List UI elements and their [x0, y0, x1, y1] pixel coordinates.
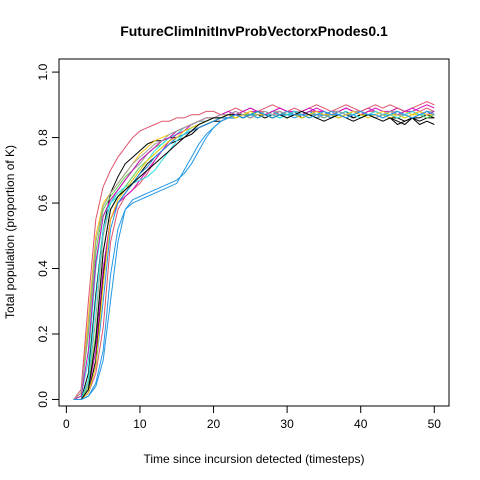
series-line-15	[73, 110, 435, 400]
y-tick-label: 0.6	[36, 194, 50, 211]
series-line-1	[73, 110, 435, 400]
series-line-10	[73, 101, 435, 400]
series-line-13	[73, 110, 435, 400]
series-line-9	[73, 110, 435, 400]
x-tick-label: 30	[280, 417, 294, 431]
x-tick-label: 40	[354, 417, 368, 431]
y-tick-label: 0.0	[36, 391, 50, 408]
x-axis: 0 10 20 30 40 50	[63, 405, 442, 431]
series-line-4	[73, 110, 435, 400]
series-line-11	[73, 110, 435, 400]
series-line-7	[73, 104, 435, 400]
x-axis-label: Time since incursion detected (timesteps…	[144, 452, 365, 466]
series-line-16	[73, 110, 435, 400]
series-line-2	[73, 110, 435, 400]
y-tick-label: 1.0	[36, 63, 50, 80]
x-tick-label: 10	[133, 417, 147, 431]
series-line-17	[73, 110, 435, 400]
x-tick-label: 20	[207, 417, 221, 431]
y-axis-label: Total population (proportion of K)	[3, 145, 17, 319]
series-layer	[73, 101, 435, 400]
series-line-12	[73, 110, 435, 400]
series-line-6	[73, 110, 435, 400]
y-axis: 0.0 0.2 0.4 0.6 0.8 1.0	[36, 63, 60, 408]
x-tick-label: 50	[428, 417, 442, 431]
series-line-8	[73, 110, 435, 400]
series-line-14	[73, 107, 435, 400]
x-tick-label: 0	[63, 417, 70, 431]
series-line-5	[73, 110, 435, 400]
series-line-3	[73, 107, 435, 400]
y-tick-label: 0.2	[36, 325, 50, 342]
y-tick-label: 0.8	[36, 129, 50, 146]
series-line-18	[73, 110, 435, 400]
chart-title: FutureClimInitInvProbVectorxPnodes0.1	[120, 23, 388, 39]
y-tick-label: 0.4	[36, 260, 50, 277]
